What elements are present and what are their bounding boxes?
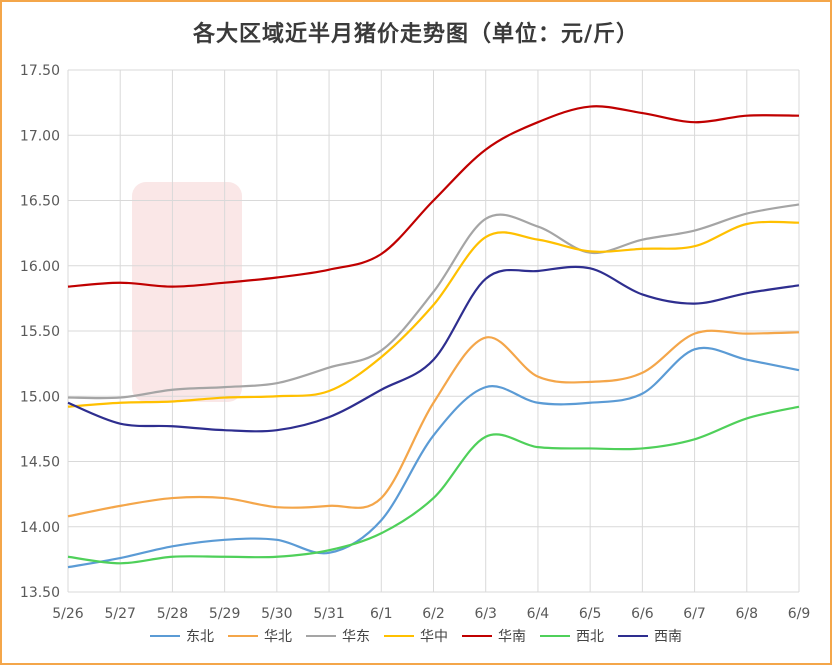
legend-item: 东北 — [150, 626, 214, 646]
x-tick-label: 6/3 — [474, 606, 497, 622]
y-tick-label: 14.50 — [20, 455, 60, 471]
legend-item: 华中 — [384, 626, 448, 646]
y-tick-label: 15.00 — [20, 389, 60, 405]
legend-swatch — [462, 635, 492, 637]
legend-swatch — [306, 635, 336, 637]
legend-swatch — [618, 635, 648, 637]
x-tick-label: 6/8 — [736, 606, 759, 622]
legend: 东北 华北 华东 华中 华南 西北 西南 — [2, 626, 830, 646]
series-line-华南 — [67, 105, 800, 288]
legend-label: 西北 — [576, 629, 604, 645]
x-tick-label: 5/31 — [313, 606, 344, 622]
legend-label: 华北 — [264, 629, 292, 645]
legend-label: 东北 — [186, 629, 214, 645]
series-line-华中 — [67, 220, 800, 408]
legend-label: 华南 — [498, 629, 526, 645]
legend-swatch — [150, 635, 180, 637]
x-tick-label: 6/5 — [579, 606, 602, 622]
legend-item: 华东 — [306, 626, 370, 646]
legend-swatch — [540, 635, 570, 637]
series-line-华北 — [67, 329, 800, 518]
y-tick-label: 17.50 — [20, 63, 60, 79]
series-line-东北 — [67, 346, 800, 569]
y-tick-label: 13.50 — [20, 585, 60, 601]
series-line-华东 — [67, 203, 800, 400]
y-tick-label: 16.50 — [20, 194, 60, 210]
x-tick-label: 6/2 — [422, 606, 445, 622]
x-tick-label: 6/1 — [370, 606, 393, 622]
legend-item: 华南 — [462, 626, 526, 646]
x-tick-label: 6/7 — [683, 606, 706, 622]
x-tick-label: 5/27 — [104, 606, 135, 622]
y-tick-label: 16.00 — [20, 259, 60, 275]
chart-title: 各大区域近半月猪价走势图（单位：元/斤） — [192, 22, 640, 47]
series-line-西南 — [67, 265, 800, 433]
x-tick-label: 6/9 — [788, 606, 811, 622]
x-tick-label: 6/4 — [527, 606, 550, 622]
legend-item: 西南 — [618, 626, 682, 646]
legend-item: 西北 — [540, 626, 604, 646]
y-tick-label: 14.00 — [20, 520, 60, 536]
legend-label: 华中 — [420, 629, 448, 645]
legend-swatch — [384, 635, 414, 637]
legend-item: 华北 — [228, 626, 292, 646]
legend-label: 西南 — [654, 629, 682, 645]
series-line-西北 — [67, 405, 800, 565]
legend-swatch — [228, 635, 258, 637]
x-tick-label: 5/26 — [52, 606, 84, 622]
x-tick-label: 5/28 — [157, 606, 188, 622]
x-tick-label: 5/30 — [261, 606, 292, 622]
x-tick-label: 5/29 — [209, 606, 240, 622]
y-tick-label: 17.00 — [20, 128, 60, 144]
legend-label: 华东 — [342, 629, 370, 645]
x-tick-label: 6/6 — [631, 606, 654, 622]
y-tick-label: 15.50 — [20, 324, 60, 340]
